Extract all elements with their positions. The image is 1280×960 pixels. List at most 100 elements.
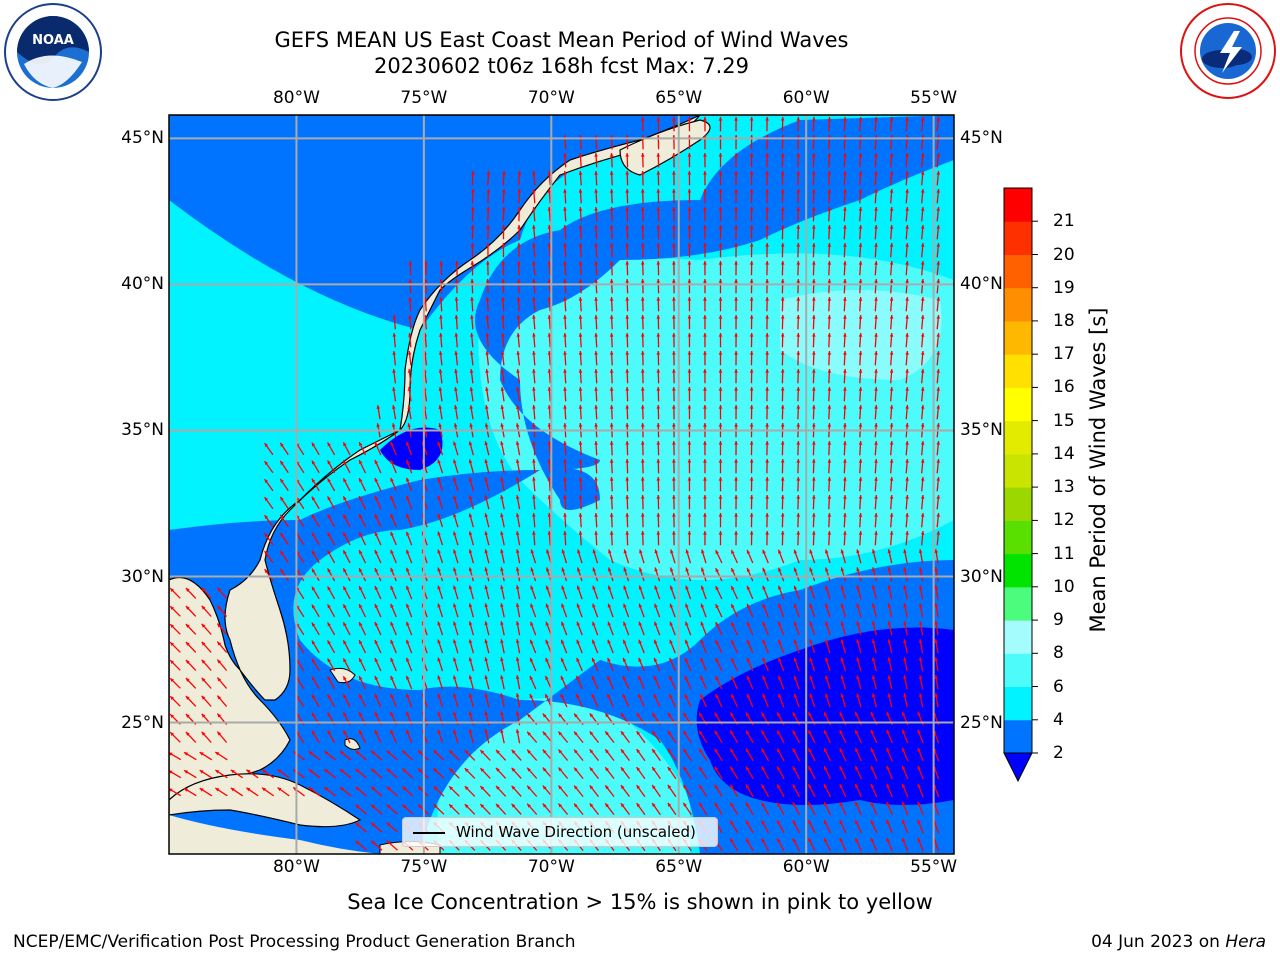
- wave-arrow-head: [560, 657, 565, 662]
- wave-arrow-head: [749, 513, 754, 517]
- wave-arrow-head: [201, 695, 206, 700]
- wave-arrow-head: [437, 441, 441, 446]
- wave-arrow-head: [745, 748, 750, 753]
- wave-arrow-head: [918, 603, 923, 607]
- wave-arrow-head: [809, 549, 813, 554]
- wave-arrow-head: [560, 694, 564, 698]
- wave-arrow-head: [792, 748, 797, 753]
- wave-arrow-head: [453, 459, 457, 464]
- wave-arrow-head: [185, 678, 190, 682]
- wave-arrow-head: [563, 423, 567, 427]
- wave-arrow-head: [605, 767, 609, 772]
- wave-arrow-head: [654, 639, 658, 644]
- wave-arrow-head: [515, 423, 520, 427]
- wave-arrow-head: [563, 477, 567, 481]
- wave-arrow-head: [469, 369, 474, 373]
- wave-arrow-head: [843, 279, 847, 283]
- wave-arrow-head: [591, 657, 596, 662]
- wave-arrow-head: [561, 585, 565, 590]
- colorbar-segment: [1004, 254, 1032, 289]
- wave-arrow-head: [500, 693, 504, 698]
- wave-arrow-head: [311, 514, 316, 519]
- wave-arrow-head: [578, 315, 583, 319]
- wave-arrow-head: [516, 387, 520, 391]
- wave-arrow-head: [777, 712, 781, 717]
- wave-arrow-head: [449, 768, 453, 773]
- wave-arrow-head: [170, 588, 174, 592]
- wave-arrow-head: [340, 787, 344, 791]
- wave-arrow-head: [920, 171, 925, 175]
- wave-arrow-head: [843, 405, 847, 409]
- wave-arrow-head: [699, 766, 703, 771]
- wave-arrow-head: [749, 423, 754, 427]
- wave-arrow-head: [780, 459, 785, 463]
- wave-arrow-head: [625, 351, 629, 355]
- wave-arrow-head: [839, 730, 843, 735]
- wave-arrow-head: [839, 784, 843, 789]
- wave-arrow-head: [486, 225, 490, 229]
- wave-arrow-head: [390, 549, 394, 554]
- wave-arrow-head: [517, 189, 522, 193]
- wave-arrow-head: [920, 297, 925, 301]
- wave-arrow-head: [578, 279, 583, 283]
- wave-arrow-head: [654, 585, 658, 590]
- wave-arrow-head: [871, 585, 876, 590]
- wave-arrow-head: [793, 567, 798, 572]
- map-legend: Wind Wave Direction (unscaled): [402, 817, 718, 847]
- wave-arrow-head: [500, 657, 504, 662]
- wave-arrow-head: [780, 423, 785, 427]
- wave-arrow-head: [532, 333, 536, 337]
- wave-arrow-head: [936, 513, 940, 517]
- wave-arrow-head: [501, 297, 505, 301]
- wave-arrow-head: [264, 443, 269, 447]
- wave-arrow-head: [184, 752, 189, 756]
- wave-arrow-head: [638, 585, 643, 590]
- wave-arrow-head: [327, 532, 331, 537]
- wave-arrow-head: [780, 171, 785, 175]
- wave-arrow-head: [796, 369, 801, 373]
- wave-arrow-head: [469, 405, 474, 409]
- wave-arrow-head: [374, 712, 379, 716]
- wave-arrow-head: [796, 477, 801, 481]
- wave-arrow-head: [433, 786, 438, 791]
- host-name: Hera: [1225, 932, 1266, 952]
- wave-arrow-head: [484, 459, 488, 464]
- wave-arrow-head: [858, 171, 863, 175]
- wave-arrow-head: [796, 531, 801, 535]
- wave-arrow-head: [563, 171, 567, 175]
- wave-arrow-head: [327, 730, 331, 735]
- wave-arrow-head: [871, 675, 876, 680]
- wave-arrow-head: [390, 495, 394, 500]
- wave-arrow-head: [703, 297, 707, 301]
- wave-arrow-head: [917, 801, 921, 806]
- wave-arrow-head: [796, 207, 801, 211]
- wave-arrow-head: [905, 405, 909, 409]
- wave-arrow-head: [703, 279, 707, 283]
- wave-arrow-head: [745, 730, 750, 735]
- wave-arrow-head: [484, 603, 488, 608]
- wave-arrow-head: [889, 369, 894, 373]
- wave-arrow-head: [594, 225, 598, 229]
- sea-ice-note: Sea Ice Concentration > 15% is shown in …: [347, 890, 933, 914]
- wave-arrow-head: [623, 585, 627, 590]
- wave-arrow-head: [889, 261, 894, 265]
- wave-arrow-head: [625, 405, 629, 409]
- wave-arrow-head: [812, 513, 816, 517]
- wave-arrow-head: [793, 675, 798, 680]
- wave-arrow-head: [517, 243, 521, 247]
- wave-arrow-head: [858, 207, 863, 211]
- wave-arrow-head: [824, 838, 828, 843]
- wave-arrow-head: [889, 459, 894, 463]
- wave-arrow-head: [594, 387, 598, 391]
- colorbar-frame: [1003, 187, 1033, 754]
- colorbar-segment: [1004, 387, 1032, 422]
- wave-arrow-head: [656, 171, 661, 175]
- wave-arrow-head: [936, 261, 940, 265]
- wave-arrow-head: [311, 676, 316, 681]
- wave-arrow-head: [936, 207, 940, 211]
- wave-arrow-head: [439, 261, 444, 265]
- wave-arrow-head: [765, 441, 769, 445]
- wave-arrow-head: [485, 279, 490, 283]
- wave-arrow-head: [542, 803, 547, 808]
- wave-arrow-head: [687, 207, 692, 211]
